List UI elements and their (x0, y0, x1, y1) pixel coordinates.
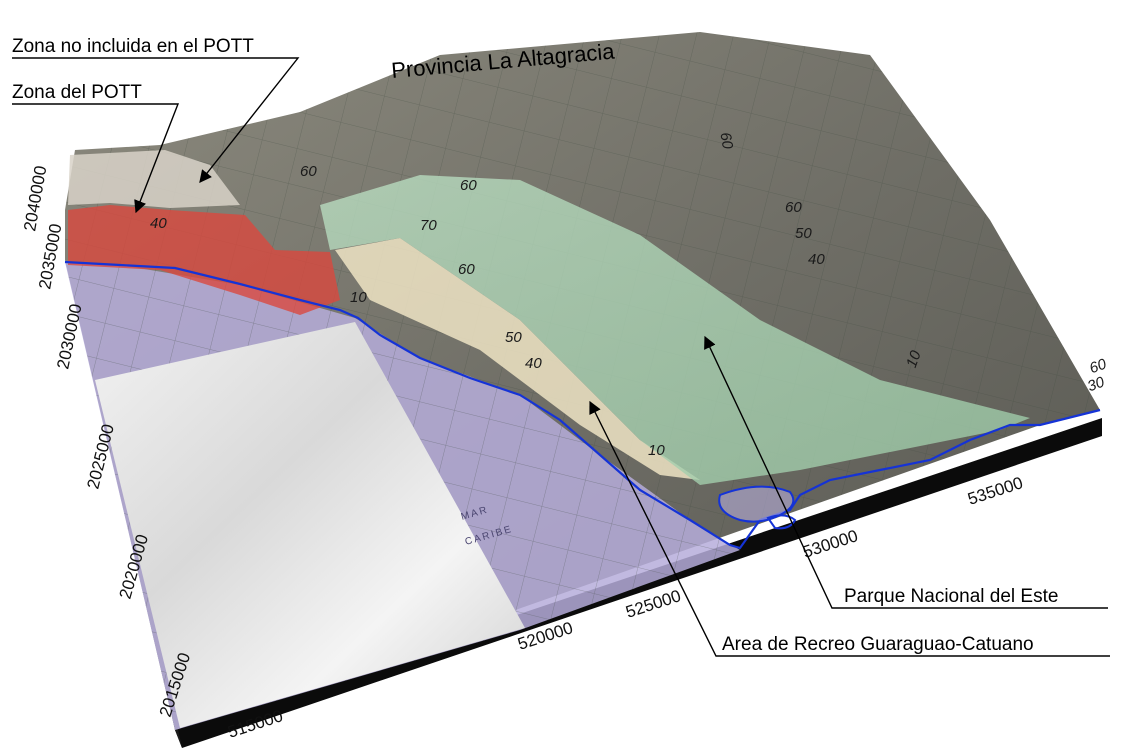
recreation-area-callout: Area de Recreo Guaraguao-Catuano (722, 634, 1034, 655)
excluded-zone-area (68, 150, 240, 208)
contour-label: 60 (458, 261, 475, 278)
park-leader (704, 335, 1108, 609)
northing-tick: 2035000 (35, 222, 65, 290)
contour-label: 60 (300, 163, 317, 180)
national-park-area (320, 175, 1030, 485)
contour-label: 10 (903, 348, 925, 370)
contour-label: 70 (420, 217, 437, 234)
contour-label: 40 (525, 355, 542, 372)
contour-label: 60 (1087, 355, 1109, 377)
excluded-zone-callout: Zona no incluida en el POTT (12, 36, 254, 57)
no-data-area (95, 322, 525, 728)
contour-label: 10 (648, 442, 665, 459)
callout-leaders (12, 57, 1110, 657)
contour-label: 60 (785, 199, 802, 216)
lagoon-outline-small (766, 514, 797, 530)
pott-zone-callout: Zona del POTT (12, 82, 142, 103)
national-park-callout: Parque Nacional del Este (844, 586, 1058, 607)
contour-label: 60 (460, 177, 477, 194)
recreation-area (335, 238, 700, 480)
contour-label: 40 (808, 251, 825, 268)
northing-tick: 2030000 (53, 302, 85, 371)
contour-label: 10 (350, 289, 367, 306)
coastline (64, 260, 1101, 550)
contour-label: 50 (505, 329, 522, 346)
excluded-zone-leader (12, 57, 300, 183)
contour-label: 60 (716, 131, 736, 151)
pott-zone-area (68, 205, 340, 315)
contour-label: 40 (150, 215, 167, 232)
pott-zone-leader (12, 103, 180, 214)
contour-label: 30 (1085, 373, 1107, 395)
recreation-leader (589, 400, 1110, 657)
contour-label: 50 (795, 225, 812, 242)
contour-labels: 60 60 60 70 60 40 10 50 40 10 60 50 40 1… (150, 131, 1109, 459)
